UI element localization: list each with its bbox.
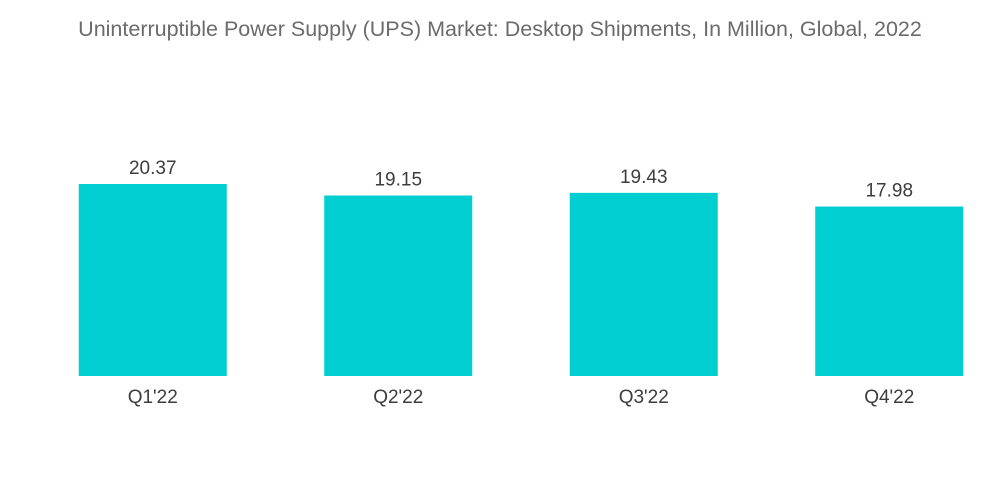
x-tick-label-3: Q3'22 — [619, 387, 669, 408]
data-label-4: 17.98 — [865, 181, 913, 202]
bar-2 — [324, 195, 473, 376]
chart-title: Uninterruptible Power Supply (UPS) Marke… — [78, 17, 922, 41]
bar-3 — [569, 192, 718, 376]
x-tick-label-4: Q4'22 — [864, 387, 914, 408]
bar-1 — [78, 184, 227, 376]
data-label-1: 20.37 — [129, 158, 177, 179]
x-tick-label-2: Q2'22 — [373, 387, 423, 408]
data-label-3: 19.43 — [620, 167, 668, 188]
data-label-2: 19.15 — [374, 169, 422, 190]
x-tick-label-1: Q1'22 — [128, 387, 178, 408]
bar-4 — [815, 206, 964, 376]
